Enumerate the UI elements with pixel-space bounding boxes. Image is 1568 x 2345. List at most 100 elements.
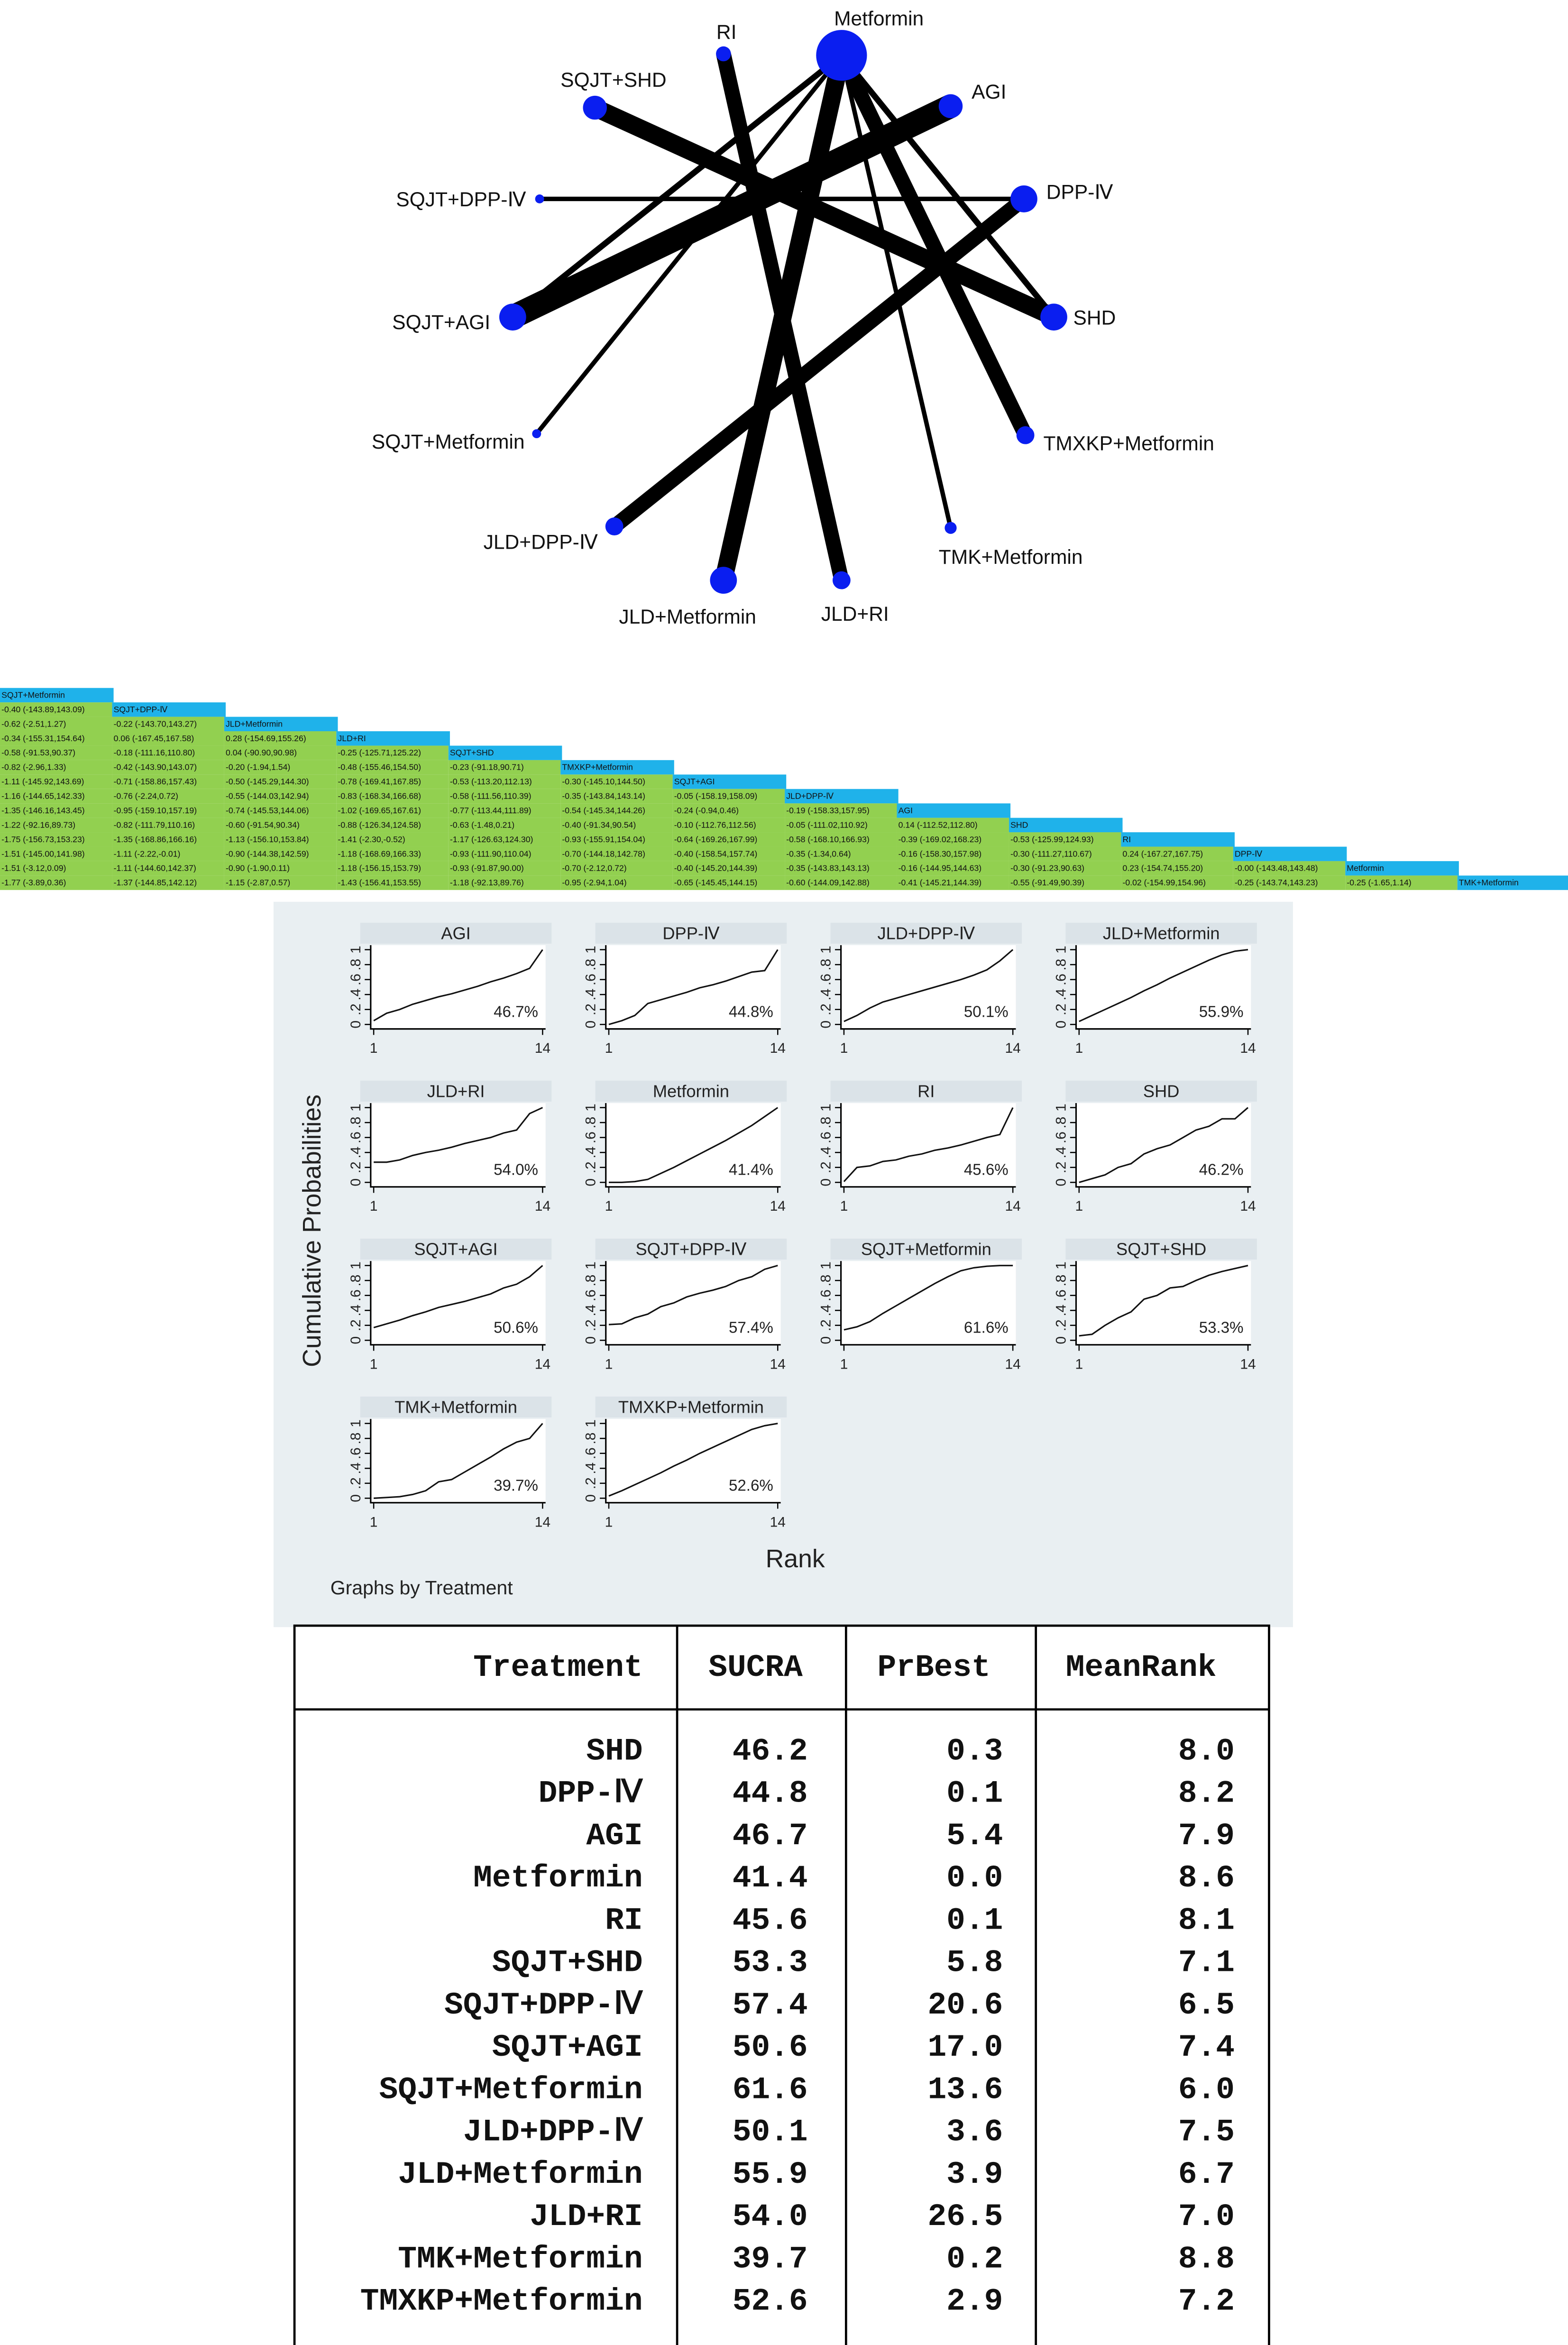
y-tick-label: .8: [348, 1433, 364, 1444]
cell: [448, 875, 561, 890]
sucra-label: 45.6%: [964, 1161, 1009, 1179]
table-cell: 0.0: [946, 1860, 1003, 1896]
cell: [560, 789, 673, 804]
table-cell: 8.0: [1178, 1733, 1235, 1769]
cell: [336, 861, 449, 876]
axis-line: [1075, 945, 1251, 1030]
strip: [830, 1238, 1022, 1260]
strip: [360, 922, 552, 944]
panel-title: SQJT+AGI: [414, 1240, 497, 1259]
y-tick-label: .4: [583, 1462, 599, 1474]
node: [938, 94, 963, 119]
cell-text: -0.76 (-2.24,0.72): [114, 791, 178, 801]
y-tick-label: .8: [1053, 1275, 1069, 1287]
cell: [0, 832, 112, 847]
treatment-label: SQJT+SHD: [450, 748, 494, 757]
table-cell: TMK+Metformin: [398, 2241, 642, 2277]
treatment-label: SQJT+DPP-Ⅳ: [114, 705, 168, 714]
plot-area: [605, 1103, 781, 1187]
y-tick-label: 1: [818, 1104, 834, 1112]
axis-line: [370, 945, 546, 1030]
cell: [224, 861, 337, 876]
cell-text: -0.20 (-1.94,1.54): [226, 763, 290, 772]
cell-text: -0.62 (-2.51,1.27): [1, 719, 66, 728]
y-tick-label: .8: [1053, 1117, 1069, 1129]
y-tick-label: .2: [583, 1319, 599, 1331]
axis-line: [370, 1103, 546, 1188]
cumulative-curve: [844, 1265, 1013, 1331]
table-cell: 7.0: [1178, 2199, 1235, 2235]
header-cell: PrBest: [878, 1650, 990, 1685]
x-tick-label: 14: [1005, 1198, 1020, 1214]
cell: [897, 832, 1009, 847]
network-nodes: [499, 30, 1067, 594]
y-tick-label: .6: [583, 974, 599, 985]
cell-text: -1.11 (-2.22,-0.01): [114, 849, 181, 858]
panel-title: RI: [917, 1082, 935, 1101]
table-cell: 6.0: [1178, 2072, 1235, 2107]
cell: [0, 861, 112, 876]
plot-area: [370, 1419, 546, 1503]
table-cell: 50.6: [733, 2030, 808, 2065]
cell: [224, 731, 337, 746]
y-tick-label: .4: [583, 1147, 599, 1159]
cell: [1121, 861, 1233, 876]
cell: [0, 875, 112, 890]
cell-text: -0.39 (-169.02,168.23): [899, 835, 982, 844]
y-tick-label: .6: [348, 1447, 364, 1459]
y-tick-label: 1: [1053, 1104, 1069, 1112]
cell-text: -0.05 (-158.19,158.09): [674, 791, 758, 801]
cell-text: -0.70 (-144.18,142.78): [562, 849, 645, 858]
sucra-label: 52.6%: [729, 1477, 773, 1495]
x-tick-label: 1: [605, 1356, 613, 1372]
x-tick-label: 14: [1240, 1198, 1256, 1214]
cell: [897, 846, 1009, 861]
header-cell: MeanRank: [1066, 1650, 1217, 1685]
y-tick-label: .6: [348, 1131, 364, 1143]
plot-area: [841, 1261, 1016, 1345]
cell-text: -1.37 (-144.85,142.12): [114, 878, 197, 887]
cell: [112, 745, 224, 760]
strip: [1065, 1080, 1257, 1102]
panel-title: SHD: [1143, 1082, 1180, 1101]
cell-text: -1.41 (-2.30,-0.52): [338, 835, 405, 844]
cell: [1121, 846, 1233, 861]
node: [583, 95, 607, 120]
strip: [595, 922, 787, 944]
y-tick-label: .2: [583, 1477, 599, 1489]
table-cell: 7.9: [1178, 1818, 1235, 1854]
cell-text: 0.06 (-167.45,167.58): [114, 734, 194, 743]
x-tick-label: 1: [605, 1198, 613, 1214]
table-cell: SQJT+SHD: [492, 1945, 643, 1981]
cell-text: -1.02 (-169.65,167.61): [338, 806, 421, 815]
plot-area: [605, 1419, 781, 1503]
x-tick-label: 14: [1240, 1040, 1256, 1056]
table-cell: 3.9: [946, 2157, 1003, 2192]
table-cell: 50.1: [733, 2115, 808, 2150]
cell: [672, 861, 785, 876]
panel-title: SQJT+Metformin: [861, 1240, 991, 1259]
table-cell: 7.2: [1178, 2284, 1235, 2319]
y-tick-label: .2: [818, 1161, 834, 1173]
y-tick-label: 1: [1053, 1261, 1069, 1269]
cell-text: 0.23 (-154.74,155.20): [1123, 864, 1203, 873]
panel-title: TMXKP+Metformin: [618, 1398, 764, 1417]
table-cell: JLD+RI: [530, 2199, 642, 2235]
treatment-label: JLD+Metformin: [226, 719, 283, 728]
cell-text: -1.18 (-156.15,153.79): [338, 864, 421, 873]
y-tick-label: 0: [583, 1336, 599, 1344]
table-cell: TMXKP+Metformin: [360, 2284, 643, 2319]
y-tick-label: .6: [583, 1131, 599, 1143]
diagonal-cell: [224, 717, 338, 732]
sucra-label: 39.7%: [494, 1477, 538, 1495]
cell-text: -0.48 (-155.46,154.50): [338, 763, 421, 772]
cell-text: -0.53 (-125.99,124.93): [1010, 835, 1094, 844]
diagonal-cell: [1345, 861, 1459, 876]
cell-text: 0.24 (-167.27,167.75): [1123, 849, 1203, 858]
cell-text: -0.05 (-111.02,110.92): [786, 820, 868, 829]
cell: [336, 789, 449, 804]
sucra-label: 57.4%: [729, 1319, 773, 1337]
table-cell: 8.6: [1178, 1860, 1235, 1896]
x-tick-label: 14: [1005, 1040, 1020, 1056]
